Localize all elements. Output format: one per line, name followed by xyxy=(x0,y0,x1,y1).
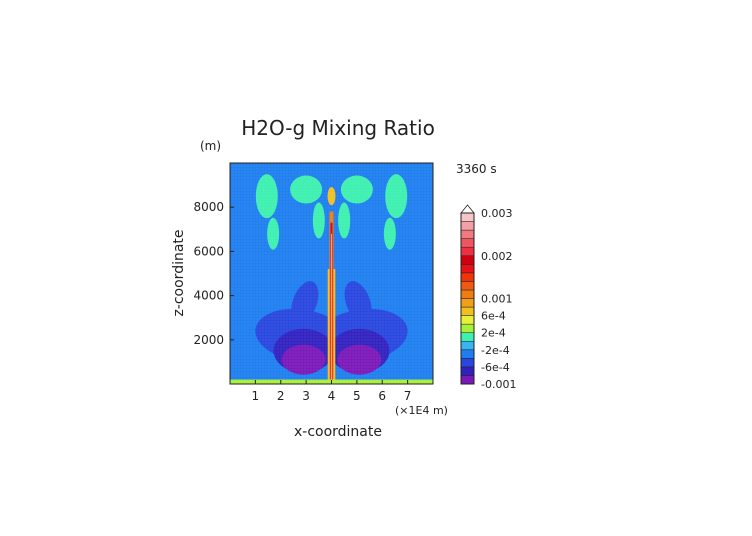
colorbar-swatch xyxy=(460,298,475,308)
x-tick-label: 2 xyxy=(277,389,285,403)
field-upper-plume-outer xyxy=(385,174,408,219)
chart-title: H2O-g Mixing Ratio xyxy=(241,116,435,140)
colorbar-swatch xyxy=(460,349,475,359)
colorbar-tick-label: 2e-4 xyxy=(481,327,506,340)
axis-ticks: 1 2 3 4 5 6 7 2000 4000 6000 8000 xyxy=(193,200,411,403)
colorbar-tick-label: 0.002 xyxy=(481,250,513,263)
time-label: 3360 s xyxy=(456,162,497,176)
colorbar-swatch xyxy=(460,375,475,385)
y-tick-label: 8000 xyxy=(193,200,224,214)
colorbar-swatch xyxy=(460,281,475,291)
x-tick-label: 5 xyxy=(353,389,361,403)
colorbar-extend-arrow xyxy=(460,204,475,214)
x-tick-label: 6 xyxy=(378,389,386,403)
colorbar-swatch xyxy=(460,264,475,274)
colorbar-swatch xyxy=(460,246,475,256)
field-lobe-upper xyxy=(291,281,319,324)
y-tick-label: 2000 xyxy=(193,333,224,347)
x-axis-label: x-coordinate xyxy=(294,424,382,440)
colorbar-frame xyxy=(460,212,475,385)
field-lobe-white xyxy=(295,361,312,374)
colorbar-swatch xyxy=(460,341,475,351)
field-plume-tail-outer xyxy=(383,217,396,250)
x-tick-label: 4 xyxy=(328,389,336,403)
y-tick-label: 4000 xyxy=(193,289,224,303)
colorbar-swatch xyxy=(460,306,475,316)
colorbar-swatch xyxy=(460,212,475,222)
field-layer xyxy=(230,163,433,384)
field-lobe-upper xyxy=(344,281,372,324)
colorbar: 0.003 0.002 0.001 6e-4 2e-4 -2e-4 -6e-4 -0.001 xyxy=(460,204,516,391)
y-tick-label: 6000 xyxy=(193,244,224,258)
colorbar-tick-label: -2e-4 xyxy=(481,344,510,357)
colorbar-swatch xyxy=(460,221,475,231)
colorbar-swatch xyxy=(460,272,475,282)
colorbar-tick-label: -6e-4 xyxy=(481,361,510,374)
y-unit-label: (m) xyxy=(200,139,221,153)
field-column-top xyxy=(327,187,336,206)
colorbar-swatch xyxy=(460,289,475,299)
colorbar-tick-label: 0.003 xyxy=(481,207,513,220)
colorbar-swatch xyxy=(460,366,475,376)
field-upper-plume-inner xyxy=(290,175,323,204)
x-tick-label: 7 xyxy=(404,389,412,403)
field-upper-plume-inner xyxy=(340,175,373,204)
colorbar-swatch xyxy=(460,315,475,325)
x-tick-label: 1 xyxy=(252,389,260,403)
colorbar-swatch xyxy=(460,238,475,248)
colorbar-tick-label: 6e-4 xyxy=(481,310,506,323)
field-upper-plume-outer xyxy=(255,174,278,219)
field-plume-tail-inner xyxy=(338,202,351,239)
colorbar-tick-label: -0.001 xyxy=(481,378,516,391)
colorbar-tick-label: 0.001 xyxy=(481,293,513,306)
field-plume-tail-outer xyxy=(267,217,280,250)
colorbar-swatch xyxy=(460,332,475,342)
field-column-core xyxy=(331,233,332,384)
field-plume-tail-inner xyxy=(312,202,325,239)
x-tick-label: 3 xyxy=(302,389,310,403)
colorbar-swatch xyxy=(460,358,475,368)
y-axis-label: z-coordinate xyxy=(171,229,187,316)
field-lobe-white xyxy=(351,361,368,374)
colorbar-swatch xyxy=(460,323,475,333)
colorbar-swatch xyxy=(460,229,475,239)
x-axis-unit: (×1E4 m) xyxy=(395,404,448,417)
colorbar-swatch xyxy=(460,255,475,265)
